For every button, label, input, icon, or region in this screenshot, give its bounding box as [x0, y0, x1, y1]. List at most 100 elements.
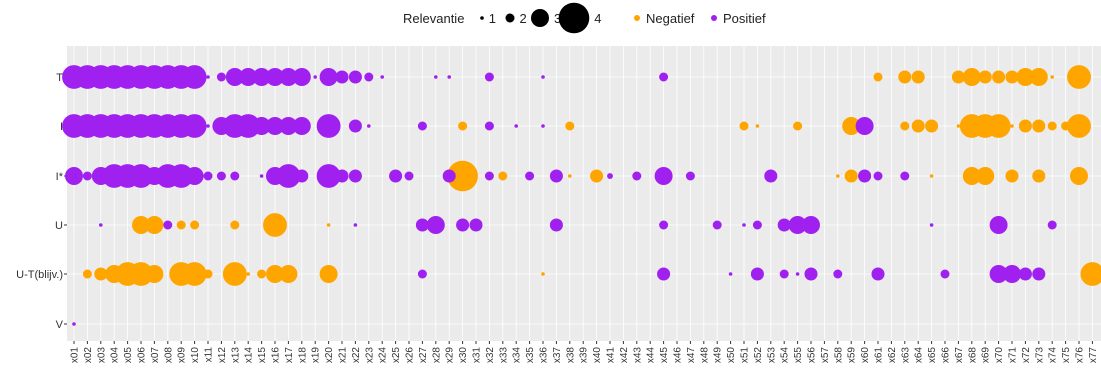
- data-point: [94, 267, 108, 281]
- y-tick-label: I: [60, 121, 63, 133]
- y-tick-label: V: [56, 319, 64, 331]
- data-point: [514, 124, 518, 128]
- x-tick-label: x65: [927, 347, 938, 364]
- data-point: [788, 216, 807, 234]
- data-point: [1067, 114, 1091, 138]
- data-point: [989, 216, 1008, 234]
- data-point: [266, 167, 284, 185]
- data-point: [364, 72, 374, 82]
- data-point: [750, 267, 764, 281]
- x-tick-label: x73: [1034, 347, 1045, 364]
- data-point: [380, 75, 385, 79]
- data-point: [319, 68, 338, 86]
- data-point: [415, 218, 429, 232]
- x-tick-label: x66: [941, 347, 952, 364]
- data-point: [145, 167, 164, 185]
- x-tick-label: x40: [592, 347, 603, 364]
- data-point: [568, 174, 572, 178]
- data-point: [541, 124, 545, 128]
- data-point: [279, 68, 298, 86]
- data-point: [295, 169, 309, 183]
- data-point: [469, 218, 483, 232]
- data-point: [484, 121, 494, 131]
- x-tick-label: x14: [244, 347, 255, 364]
- data-point: [1050, 75, 1054, 79]
- x-tick-label: x13: [230, 347, 241, 364]
- data-point: [292, 68, 311, 86]
- data-point: [82, 269, 92, 279]
- data-point: [434, 75, 438, 79]
- data-point: [206, 124, 210, 128]
- data-point: [911, 70, 925, 84]
- x-tick-label: x08: [163, 347, 174, 364]
- x-tick-label: x27: [418, 347, 429, 364]
- y-tick-label: T: [56, 72, 63, 84]
- data-point: [541, 75, 545, 79]
- data-point: [266, 117, 284, 135]
- color-legend: Negatief Positief: [634, 11, 766, 26]
- x-tick-label: x29: [445, 347, 456, 364]
- x-tick-label: x58: [833, 347, 844, 364]
- x-tick-label: x39: [579, 347, 590, 364]
- data-point: [654, 167, 673, 185]
- data-point: [447, 75, 452, 79]
- data-point: [484, 171, 494, 181]
- data-point: [348, 70, 362, 84]
- data-point: [739, 121, 749, 131]
- x-tick-label: x36: [539, 347, 550, 364]
- data-point: [632, 171, 642, 181]
- x-tick-label: x31: [472, 347, 483, 364]
- data-point: [1032, 169, 1046, 183]
- x-tick-label: x76: [1075, 347, 1086, 364]
- data-point: [279, 265, 298, 283]
- data-point: [316, 164, 341, 188]
- color-legend-label: Negatief: [646, 11, 695, 26]
- data-point: [1018, 267, 1032, 281]
- data-point: [239, 68, 258, 86]
- data-point: [348, 119, 362, 133]
- x-tick-label: x64: [914, 347, 925, 364]
- data-point: [1010, 124, 1014, 128]
- data-point: [1080, 262, 1101, 286]
- data-point: [447, 160, 478, 192]
- data-point: [962, 167, 981, 185]
- data-point: [163, 220, 173, 230]
- data-point: [804, 267, 818, 281]
- size-legend-title: Relevantie: [403, 11, 464, 26]
- data-point: [871, 267, 885, 281]
- x-tick-label: x04: [110, 347, 121, 364]
- data-point: [484, 72, 494, 82]
- x-tick-label: x07: [150, 347, 161, 364]
- color-legend-label: Positief: [723, 11, 766, 26]
- data-point: [263, 213, 287, 237]
- data-point: [1032, 119, 1046, 133]
- data-point: [1067, 65, 1091, 89]
- data-point: [742, 223, 746, 227]
- x-axis: x01 x02 x03 x04 x05 x06 x07 x08 x09 x10 x11 x12 x13 x…: [70, 341, 1099, 363]
- data-point: [1005, 169, 1019, 183]
- data-point: [855, 117, 874, 135]
- data-point: [1029, 68, 1048, 86]
- x-tick-label: x68: [967, 347, 978, 364]
- y-tick-label: U-T(blijv.): [16, 269, 63, 281]
- data-point: [802, 216, 820, 234]
- data-point: [458, 121, 468, 131]
- size-legend-label: 3: [554, 11, 561, 26]
- data-point: [986, 114, 1011, 138]
- data-point: [1047, 121, 1057, 131]
- data-point: [182, 65, 207, 89]
- size-legend-label: 1: [489, 11, 496, 26]
- data-point: [795, 272, 800, 276]
- data-point: [565, 121, 575, 131]
- data-point: [276, 164, 301, 188]
- x-tick-label: x35: [525, 347, 536, 364]
- data-point: [911, 119, 925, 133]
- data-point: [266, 68, 284, 86]
- data-point: [590, 169, 604, 183]
- x-tick-label: x32: [485, 347, 496, 364]
- data-point: [236, 114, 261, 138]
- color-legend-key: [634, 15, 640, 21]
- data-point: [65, 167, 83, 185]
- data-point: [755, 124, 760, 128]
- data-point: [319, 265, 338, 283]
